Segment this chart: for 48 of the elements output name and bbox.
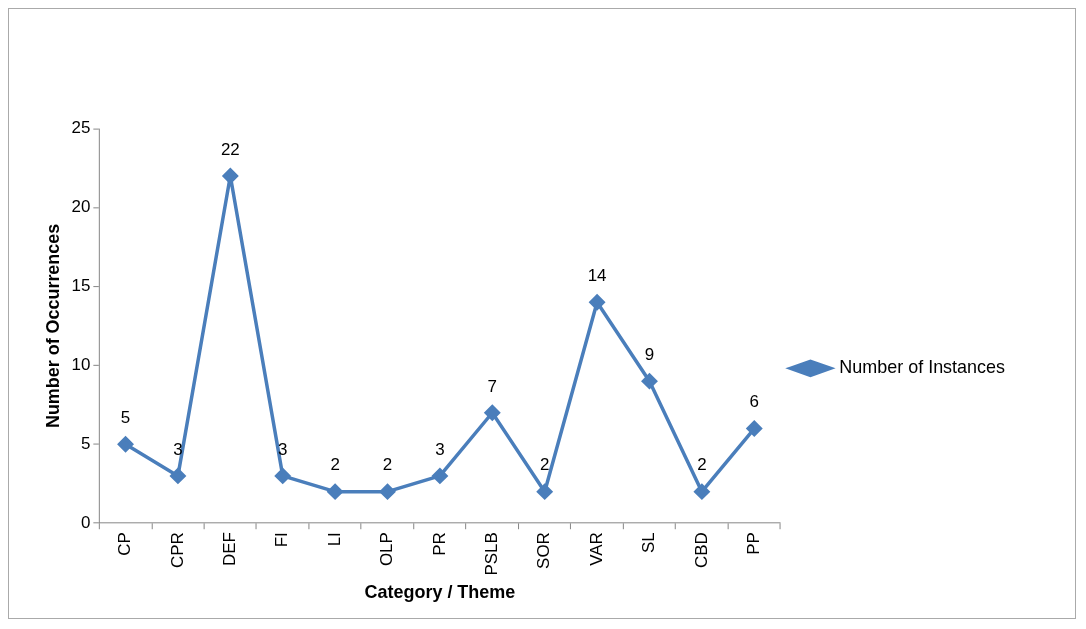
- x-tick-label: CPR: [167, 532, 187, 568]
- point: [117, 436, 134, 453]
- data-label: 14: [587, 266, 607, 285]
- y-tick-label: 5: [80, 434, 91, 453]
- x-tick-label: CP: [115, 532, 135, 556]
- data-label: 2: [539, 455, 550, 475]
- y-axis-title: Number of Occurrences: [42, 223, 63, 429]
- x-tick-label: LI: [324, 532, 344, 547]
- point: [746, 420, 763, 437]
- point: [484, 405, 501, 421]
- data-label: 3: [435, 439, 445, 459]
- point: [327, 483, 343, 500]
- data-label: 6: [749, 392, 759, 412]
- data-label: 7: [487, 376, 498, 396]
- legend-label: Number of Instances: [839, 357, 1006, 378]
- x-tick-label: DEF: [220, 532, 240, 567]
- x-tick-label: PSLB: [481, 532, 501, 576]
- x-tick-label: VAR: [586, 532, 606, 566]
- y-tick-label: 10: [71, 355, 91, 375]
- data-label: 2: [697, 455, 707, 475]
- point: [536, 483, 553, 500]
- point: [222, 168, 239, 184]
- y-tick-label: 25: [71, 118, 91, 138]
- point: [379, 483, 396, 500]
- data-label: 2: [382, 455, 393, 475]
- x-tick-label: CBD: [691, 532, 711, 568]
- point: [641, 373, 658, 389]
- x-tick-label: SL: [639, 532, 659, 553]
- point: [694, 483, 710, 500]
- data-label: 2: [330, 455, 340, 475]
- point: [274, 468, 291, 484]
- y-tick-label: 0: [80, 512, 91, 532]
- point: [170, 468, 186, 484]
- x-tick-label: FI: [272, 532, 292, 548]
- x-tick-label: OLP: [377, 532, 397, 567]
- x-tick-label: SOR: [534, 532, 554, 569]
- point: [589, 294, 605, 310]
- x-axis-title: Category / Theme: [364, 582, 516, 603]
- data-label: 5: [120, 408, 131, 428]
- data-label: 22: [220, 139, 240, 159]
- y-tick-label: 15: [71, 276, 91, 296]
- x-tick-label: PP: [743, 532, 763, 555]
- data-label: 9: [644, 344, 655, 364]
- y-tick-label: 20: [71, 197, 91, 217]
- point: [432, 468, 448, 484]
- data-label: 3: [278, 439, 288, 459]
- x-tick-label: PR: [429, 532, 449, 556]
- data-label: 3: [173, 439, 183, 459]
